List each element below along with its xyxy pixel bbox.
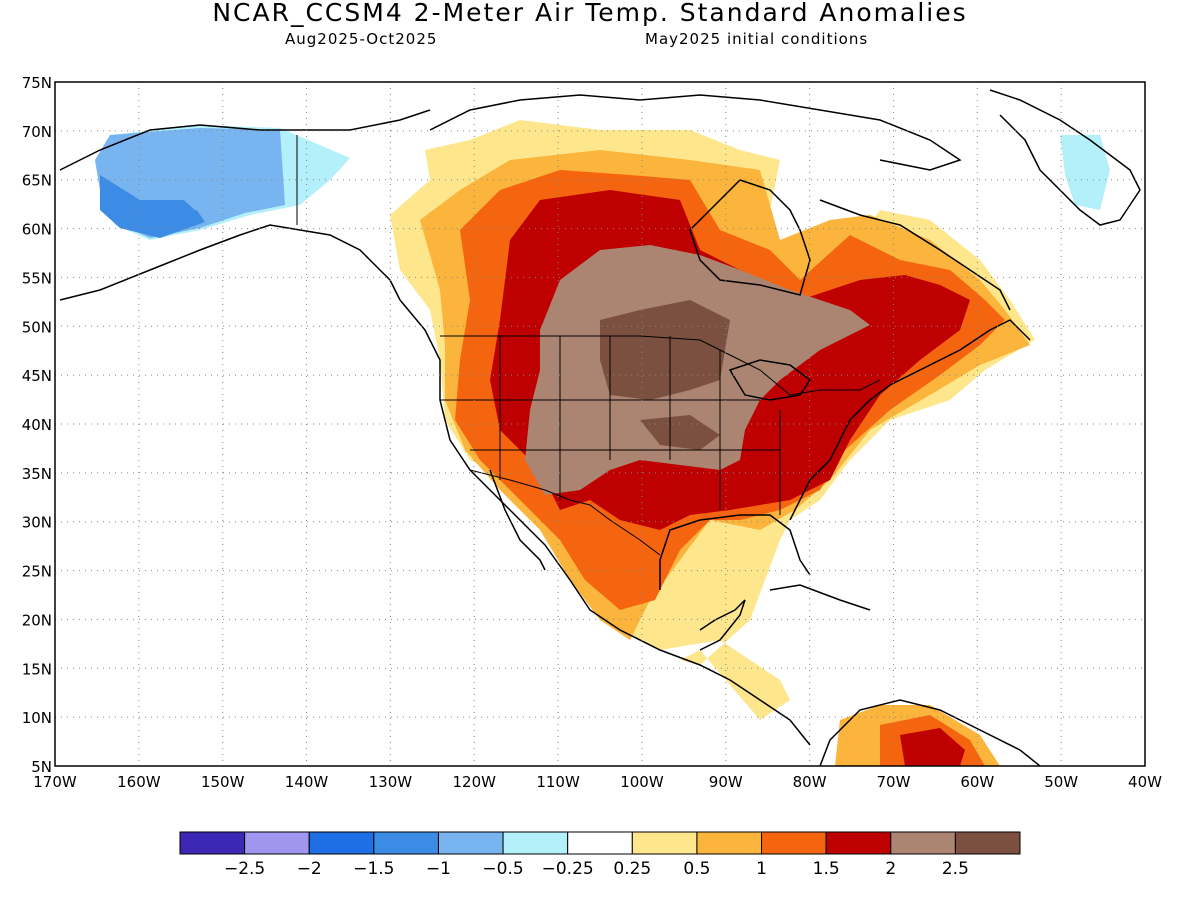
colorbar-labels: −2.5 −2 −1.5 −1 −0.5 −0.25 0.25 0.5 1 1.5 2 2.5 [224,859,969,879]
alaska-cool-core [145,140,240,215]
latitude-ticks: 75N 70N 65N 60N 55N 50N 45N 40N 35N 30N 25N 20N 15N 1… [22,74,52,776]
gulf-coast [659,514,811,590]
lon-tick-label: 130W [369,773,413,791]
colorbar-swatch [373,831,439,855]
lat-tick-label: 40N [22,416,52,434]
lat-tick-label: 65N [22,172,52,190]
colorbar-label: −0.25 [542,859,594,879]
lon-tick-label: 170W [33,773,77,791]
map-frame [54,81,1146,767]
coastlines [59,89,1141,766]
colorbar-swatch [696,831,763,855]
colorbar-label: 1 [756,859,767,879]
us-mexico-border [469,469,661,556]
lon-tick-label: 110W [536,773,580,791]
labrador-coast [819,199,1011,311]
lon-tick-label: 160W [117,773,161,791]
political-borders [296,135,881,556]
colorbar-swatch [890,831,956,855]
colorbar-swatch [502,831,569,855]
alaska-coast [59,224,401,301]
longitude-ticks: 170W 160W 150W 140W 130W 120W 110W 100W 90W 80W 70… [33,773,1162,791]
baja [489,469,546,571]
lon-tick-label: 60W [960,773,994,791]
lon-tick-label: 140W [285,773,329,791]
colorbar-label: 2.5 [942,859,969,879]
colorbar-label: −0.5 [482,859,523,879]
forecast-period: Aug2025-Oct2025 [285,30,438,48]
anomaly-fields [95,120,1110,766]
lon-tick-label: 50W [1044,773,1078,791]
lat-tick-label: 60N [22,221,52,239]
east-coast [789,319,1031,521]
lat-tick-label: 55N [22,269,52,287]
colorbar-label: 2 [885,859,896,879]
colorbar-swatch [567,831,633,855]
us-canada-border [440,335,881,396]
cuba [769,584,871,611]
lon-tick-label: 150W [201,773,245,791]
lat-tick-label: 35N [22,465,52,483]
colorbar-label: −1 [426,859,451,879]
lon-tick-label: 40W [1128,773,1162,791]
greenland-cool [1060,135,1110,210]
warm-south-america-3 [900,728,965,766]
colorbar-swatch [437,831,504,855]
lon-tick-label: 90W [709,773,743,791]
west-coast [399,299,811,746]
colorbar-swatch [244,831,310,855]
colorbar-label: −1.5 [353,859,394,879]
lat-tick-label: 5N [31,758,52,776]
hudson-bay [689,179,811,296]
warm-above-2-5-b [640,415,720,450]
colorbar-swatch [308,831,375,855]
colorbar-label: 1.5 [813,859,840,879]
lat-tick-label: 25N [22,563,52,581]
yucatan [699,599,746,651]
lat-tick-label: 30N [22,514,52,532]
lat-tick-label: 50N [22,318,52,336]
great-lakes [728,359,812,401]
colorbar-label: −2 [297,859,322,879]
lat-tick-label: 45N [22,367,52,385]
lat-tick-label: 75N [22,74,52,92]
lon-tick-label: 80W [793,773,827,791]
greenland [989,89,1141,226]
colorbar-swatch [761,831,827,855]
map-grid [55,82,1145,766]
lon-tick-label: 70W [877,773,911,791]
map-title: NCAR_CCSM4 2-Meter Air Temp. Standard An… [212,0,968,27]
colorbar-label: 0.25 [613,859,651,879]
lat-tick-label: 10N [22,709,52,727]
lon-tick-label: 120W [452,773,496,791]
arctic-islands [429,94,962,171]
lat-tick-label: 70N [22,123,52,141]
colorbar-label: −2.5 [224,859,265,879]
lon-tick-label: 100W [620,773,664,791]
colorbar-swatch [954,831,1021,855]
colorbar-swatch [179,831,246,855]
south-america-coast [819,699,1041,766]
colorbar-label: 0.5 [683,859,710,879]
colorbar-swatch [825,831,892,855]
lat-tick-label: 20N [22,611,52,629]
colorbar [179,831,1021,855]
colorbar-swatch [631,831,698,855]
alaska-north-coast [59,109,431,171]
lat-tick-label: 15N [22,660,52,678]
initial-conditions: May2025 initial conditions [645,30,869,48]
alaska-cool-strong [100,175,205,238]
